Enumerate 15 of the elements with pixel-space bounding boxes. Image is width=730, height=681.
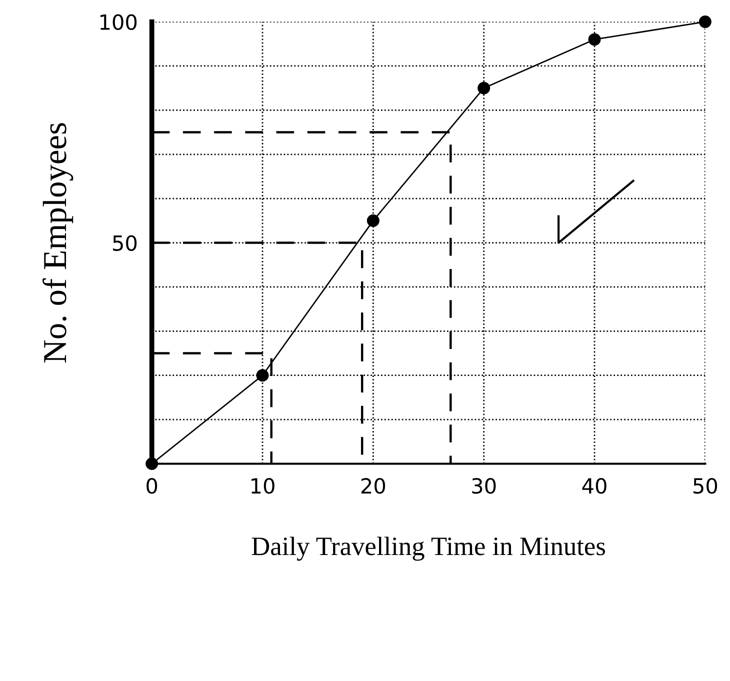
point: [146, 458, 158, 470]
y-tick-label: 100: [100, 14, 137, 30]
point: [366, 214, 380, 227]
x-axis-title: Daily Travelling Time in Minutes: [252, 536, 605, 561]
x-tick-label: 20: [361, 478, 386, 494]
x-tick-label: 0: [146, 478, 158, 494]
x-tick-label: 30: [472, 478, 496, 494]
y-axis-title: No. of Employees: [42, 123, 74, 363]
point: [478, 82, 490, 94]
x-tick-label: 50: [694, 478, 718, 494]
point: [698, 16, 712, 28]
x-tick-label: 40: [582, 478, 606, 494]
point: [588, 33, 601, 46]
point: [256, 369, 269, 382]
x-tick-label: 10: [252, 478, 274, 494]
